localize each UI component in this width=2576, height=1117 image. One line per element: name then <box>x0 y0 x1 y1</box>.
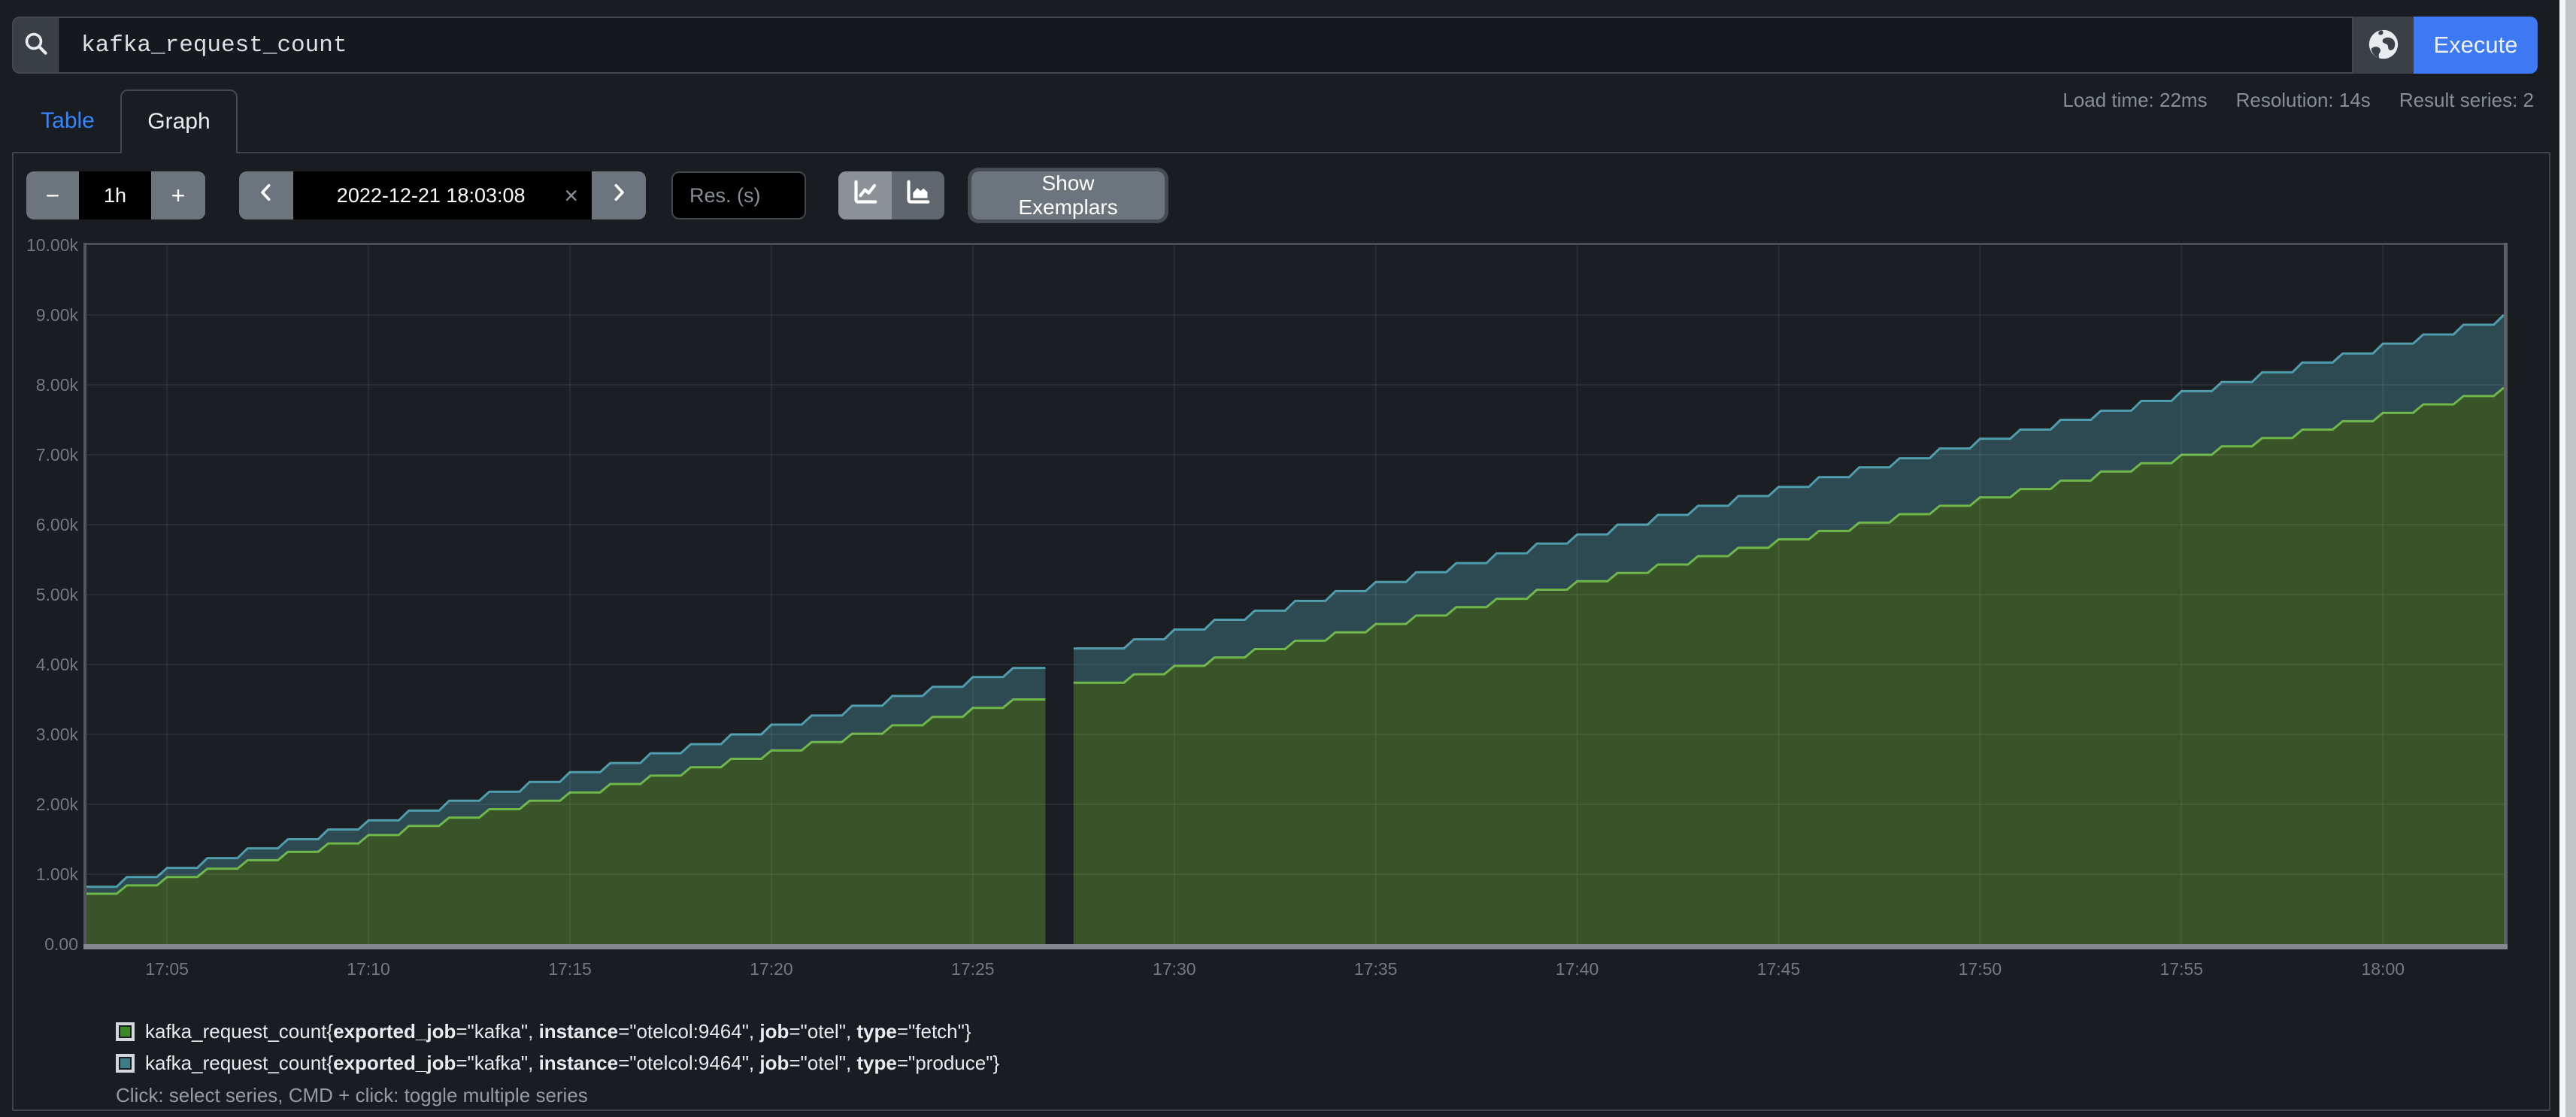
chevron-right-icon <box>608 181 630 210</box>
chart-type-toggle <box>838 171 944 219</box>
show-exemplars-button[interactable]: Show Exemplars <box>971 171 1165 219</box>
resolution-input[interactable] <box>671 171 806 219</box>
legend-item[interactable]: kafka_request_count{exported_job="kafka"… <box>116 1019 999 1044</box>
scrollbar-thumb[interactable] <box>2565 0 2576 1117</box>
duration-group: − + <box>26 171 205 219</box>
line-chart-icon <box>850 177 880 213</box>
chevron-left-icon <box>255 181 277 210</box>
time-back-button[interactable] <box>239 171 293 219</box>
legend-series-label: kafka_request_count{exported_job="kafka"… <box>145 1020 971 1043</box>
query-bar: Execute <box>12 17 2538 74</box>
legend-swatch <box>116 1054 135 1073</box>
resolution: Resolution: 14s <box>2235 89 2371 111</box>
tab-graph[interactable]: Graph <box>120 89 238 153</box>
search-icon <box>23 30 50 61</box>
legend-series-label: kafka_request_count{exported_job="kafka"… <box>145 1052 1000 1074</box>
time-group: 2022-12-21 18:03:08 × <box>239 171 646 219</box>
execute-button[interactable]: Execute <box>2414 17 2538 74</box>
tab-table[interactable]: Table <box>41 108 95 133</box>
legend-swatch <box>116 1022 135 1041</box>
graph-panel <box>12 152 2550 1111</box>
stacked-chart-toggle-button[interactable] <box>892 171 944 219</box>
legend-hint: Click: select series, CMD + click: toggl… <box>116 1084 588 1106</box>
clear-time-icon[interactable]: × <box>564 181 578 209</box>
load-time: Load time: 22ms <box>2062 89 2208 111</box>
time-forward-button[interactable] <box>592 171 646 219</box>
increase-range-button[interactable]: + <box>151 171 205 219</box>
line-chart-toggle-button[interactable] <box>838 171 892 219</box>
scrollbar-track <box>2559 0 2565 1117</box>
graph-plot-area[interactable] <box>86 245 2504 944</box>
decrease-range-button[interactable]: − <box>26 171 79 219</box>
range-input[interactable] <box>79 171 151 219</box>
result-series: Result series: 2 <box>2399 89 2534 111</box>
metrics-explorer-button[interactable] <box>2353 17 2414 74</box>
query-input[interactable] <box>59 17 2353 74</box>
globe-icon <box>2366 27 2401 64</box>
stacked-chart-icon <box>903 177 933 213</box>
graph-legend: kafka_request_count{exported_job="kafka"… <box>116 1019 999 1076</box>
legend-item[interactable]: kafka_request_count{exported_job="kafka"… <box>116 1051 999 1076</box>
time-value: 2022-12-21 18:03:08 <box>336 183 526 207</box>
time-input[interactable]: 2022-12-21 18:03:08 × <box>293 171 592 219</box>
query-addon <box>12 17 59 74</box>
query-stats: Load time: 22ms Resolution: 14s Result s… <box>2062 89 2534 112</box>
